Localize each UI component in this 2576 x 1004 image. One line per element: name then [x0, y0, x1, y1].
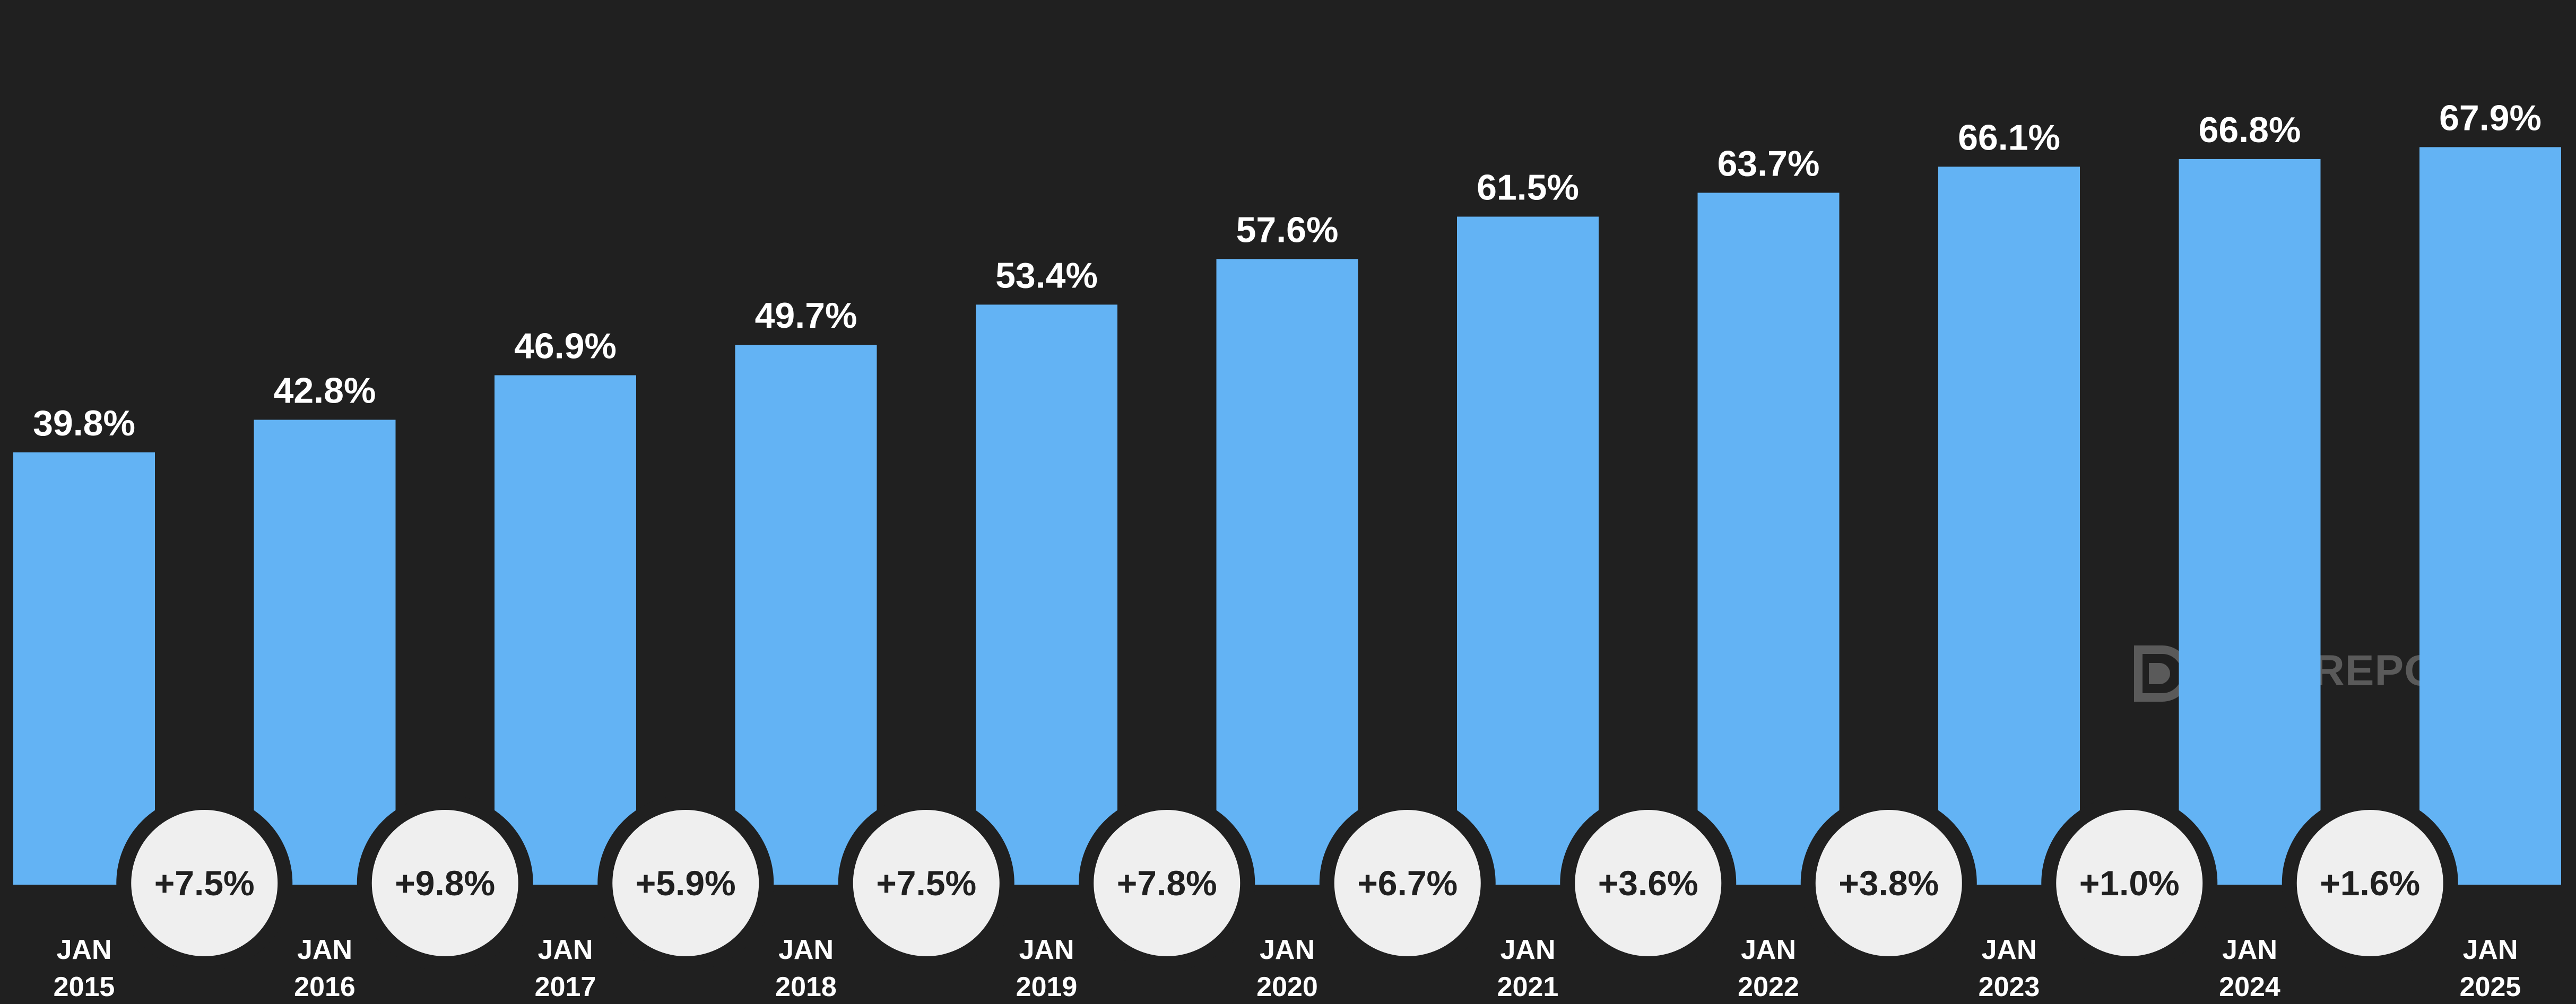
x-tick-year: 2017	[535, 972, 596, 1002]
x-tick-year: 2025	[2460, 972, 2521, 1002]
change-bubble-circle	[357, 795, 533, 971]
x-tick-label-2023: JAN 2023	[1979, 935, 2040, 1002]
change-bubble-circle	[1079, 795, 1255, 971]
change-bubble-circle	[838, 795, 1014, 971]
change-bubble-circle	[2282, 795, 2458, 971]
change-label: +7.5%	[876, 863, 976, 903]
bar-2023	[1938, 167, 2080, 885]
x-tick-label-2018: JAN 2018	[775, 935, 837, 1002]
x-tick-month: JAN	[2222, 935, 2277, 965]
x-tick-month: JAN	[1260, 935, 1315, 965]
x-tick-label-2015: JAN 2015	[54, 935, 115, 1002]
x-tick-label-2019: JAN 2019	[1016, 935, 1078, 1002]
bar-2022	[1697, 193, 1840, 885]
value-label-2024: 66.8%	[2199, 110, 2301, 150]
bar-2019	[976, 304, 1117, 885]
bar-2017	[495, 375, 636, 885]
x-tick-year: 2024	[2219, 972, 2280, 1002]
change-bubbles: +7.5% +9.8% +5.9% +7.5% +7.8% +6.7% +3.6% +3.8%…	[116, 795, 2458, 971]
change-label: +9.8%	[395, 863, 495, 903]
x-tick-label-2016: JAN 2016	[294, 935, 355, 1002]
change-bubble-circle	[1319, 795, 1496, 971]
bar-2018	[735, 345, 877, 885]
x-tick-year: 2019	[1016, 972, 1078, 1002]
change-label: +7.5%	[154, 863, 255, 903]
x-tick-year: 2021	[1497, 972, 1559, 1002]
value-label-2020: 57.6%	[1236, 209, 1339, 250]
x-tick-label-2020: JAN 2020	[1256, 935, 1318, 1002]
x-tick-year: 2023	[1979, 972, 2040, 1002]
change-label: +6.7%	[1357, 863, 1458, 903]
change-bubble-4: +7.5%	[838, 795, 1014, 971]
value-label-2017: 46.9%	[514, 326, 617, 366]
change-bubble-8: +3.8%	[1800, 795, 1977, 971]
x-tick-month: JAN	[1019, 935, 1074, 965]
change-bubble-circle	[116, 795, 293, 971]
change-bubble-circle	[2041, 795, 2218, 971]
change-bubble-6: +6.7%	[1319, 795, 1496, 971]
x-tick-label-2025: JAN 2025	[2460, 935, 2521, 1002]
value-label-2016: 42.8%	[274, 370, 376, 411]
x-tick-month: JAN	[1500, 935, 1555, 965]
bar-2015	[13, 452, 155, 885]
value-label-2021: 61.5%	[1477, 167, 1579, 207]
x-tick-month: JAN	[297, 935, 352, 965]
change-label: +1.6%	[2320, 863, 2420, 903]
value-label-2023: 66.1%	[1958, 117, 2060, 158]
x-tick-month: JAN	[778, 935, 834, 965]
x-tick-year: 2022	[1738, 972, 1799, 1002]
value-label-2022: 63.7%	[1718, 143, 1820, 184]
change-bubble-10: +1.6%	[2282, 795, 2458, 971]
change-bubble-3: +5.9%	[597, 795, 774, 971]
x-tick-month: JAN	[1981, 935, 2036, 965]
x-tick-year: 2016	[294, 972, 355, 1002]
change-bubble-5: +7.8%	[1079, 795, 1255, 971]
change-label: +5.9%	[636, 863, 736, 903]
x-tick-month: JAN	[537, 935, 593, 965]
bar-2016	[254, 420, 396, 885]
x-tick-label-2024: JAN 2024	[2219, 935, 2280, 1002]
change-label: +7.8%	[1117, 863, 1217, 903]
value-label-2018: 49.7%	[755, 295, 857, 336]
bar-2020	[1216, 259, 1358, 885]
change-bubble-circle	[1560, 795, 1737, 971]
change-bubble-circle	[1800, 795, 1977, 971]
value-label-2019: 53.4%	[995, 255, 1098, 295]
x-tick-month: JAN	[2462, 935, 2518, 965]
x-tick-month: JAN	[1741, 935, 1796, 965]
x-tick-label-2021: JAN 2021	[1497, 935, 1559, 1002]
x-tick-year: 2018	[775, 972, 837, 1002]
bar-2021	[1457, 216, 1599, 885]
bar-2025	[2419, 147, 2561, 885]
bar-2024	[2179, 159, 2321, 885]
change-bubble-7: +3.6%	[1560, 795, 1737, 971]
change-bubble-circle	[597, 795, 774, 971]
x-tick-year: 2020	[1256, 972, 1318, 1002]
change-bubble-2: +9.8%	[357, 795, 533, 971]
change-label: +1.0%	[2079, 863, 2180, 903]
value-labels: 39.8% 42.8% 46.9% 49.7% 53.4% 57.6% 61.5% 63.7%…	[33, 98, 2542, 443]
change-label: +3.6%	[1598, 863, 1698, 903]
value-label-2015: 39.8%	[33, 403, 135, 443]
bars	[13, 147, 2561, 885]
change-bubble-1: +7.5%	[116, 795, 293, 971]
x-axis-labels: JAN 2015 JAN 2016 JAN 2017 JAN 2018 JAN 2019 JAN 20…	[54, 935, 2521, 1002]
x-tick-label-2017: JAN 2017	[535, 935, 596, 1002]
value-label-2025: 67.9%	[2439, 98, 2542, 138]
change-label: +3.8%	[1838, 863, 1939, 903]
x-tick-month: JAN	[56, 935, 111, 965]
change-bubble-9: +1.0%	[2041, 795, 2218, 971]
x-tick-year: 2015	[54, 972, 115, 1002]
x-tick-label-2022: JAN 2022	[1738, 935, 1799, 1002]
